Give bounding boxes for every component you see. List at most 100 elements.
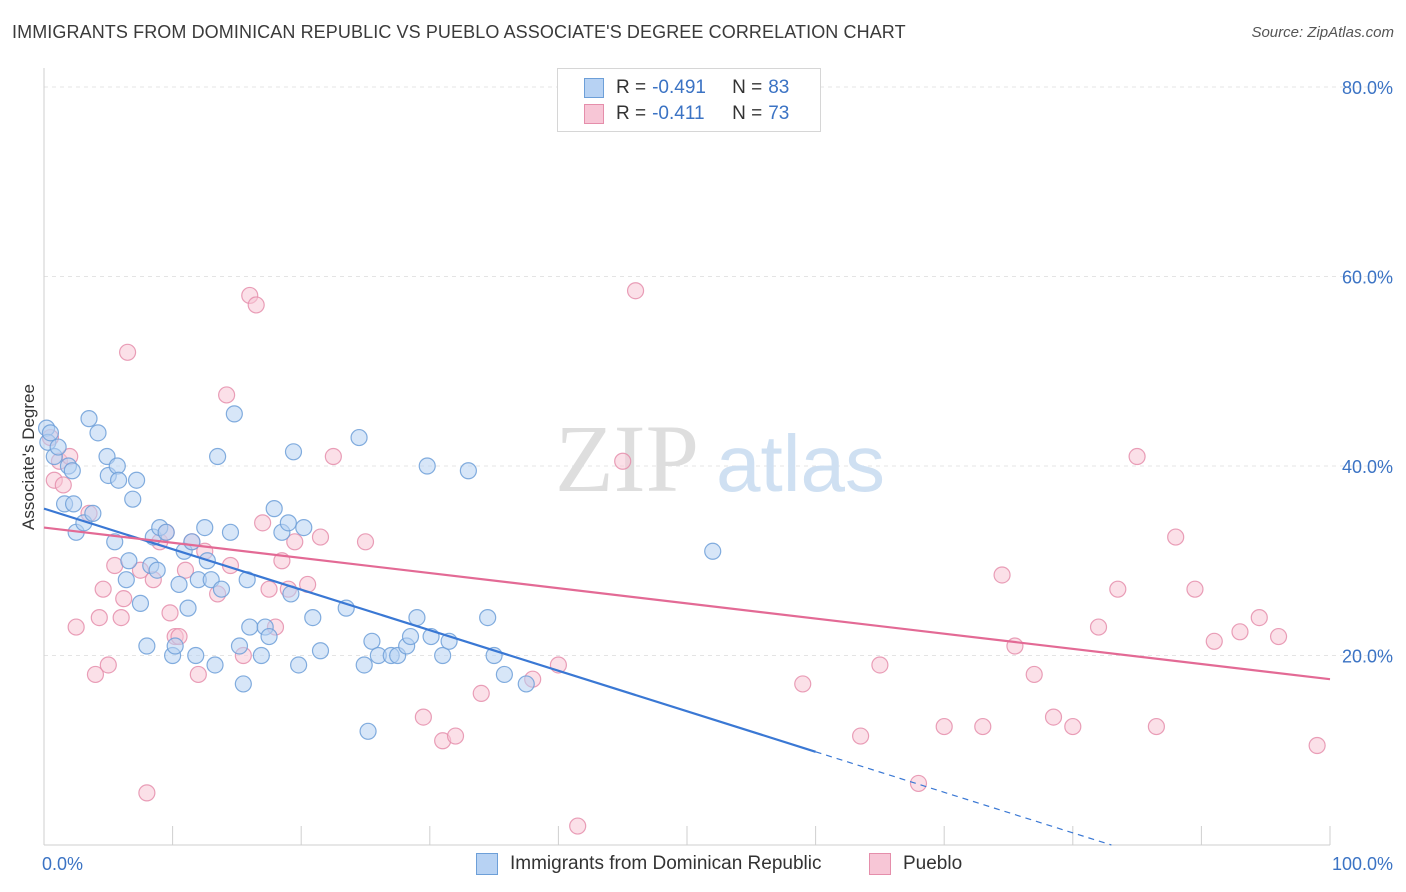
legend-r-value: -0.491 <box>652 77 706 98</box>
point-dominican <box>459 462 477 480</box>
point-pueblo <box>54 476 72 494</box>
legend-r-label: R = <box>616 77 647 98</box>
point-pueblo <box>118 343 137 361</box>
point-pueblo <box>794 675 812 693</box>
point-dominican <box>234 675 252 693</box>
tick-labels: 20.0% 40.0% 60.0% 80.0% 0.0% 100.0% <box>42 78 1393 874</box>
source-label: Source: ZipAtlas.com <box>1251 24 1394 41</box>
point-pueblo <box>935 717 953 736</box>
point-pueblo <box>254 514 272 532</box>
point-dominican <box>120 552 138 570</box>
point-pueblo <box>94 580 112 598</box>
point-pueblo <box>871 656 889 674</box>
trend-line-dominican <box>43 507 816 753</box>
y-tick-label: 80.0% <box>1342 78 1393 98</box>
point-pueblo <box>324 447 342 466</box>
point-pueblo <box>115 590 133 608</box>
point-dominican <box>187 646 205 665</box>
y-tick-label: 60.0% <box>1342 268 1393 288</box>
trend-line-dominican-extension <box>815 751 1112 846</box>
point-pueblo <box>414 708 432 726</box>
point-pueblo <box>176 561 195 579</box>
point-pueblo <box>569 817 587 835</box>
x-tick-label: 100.0% <box>1332 854 1393 874</box>
point-pueblo <box>974 717 992 736</box>
point-pueblo <box>626 282 645 300</box>
point-pueblo <box>1044 708 1063 726</box>
point-dominican <box>221 523 240 541</box>
point-pueblo <box>189 665 207 684</box>
point-dominican <box>41 424 60 442</box>
point-pueblo <box>614 452 632 470</box>
point-dominican <box>434 646 452 665</box>
bottom-legend-label: Pueblo <box>903 853 963 874</box>
point-dominican <box>359 722 377 740</box>
legend-n-value: 73 <box>768 103 790 124</box>
point-dominican <box>196 518 214 537</box>
watermark: ZIP atlas <box>555 405 885 512</box>
point-dominican <box>252 646 270 665</box>
point-pueblo <box>1025 665 1043 684</box>
point-dominican <box>265 500 283 518</box>
point-pueblo <box>1167 528 1185 546</box>
grid-lines <box>44 86 1392 656</box>
point-dominican <box>295 518 313 537</box>
point-pueblo <box>1186 580 1204 598</box>
point-pueblo <box>90 608 108 627</box>
point-dominican <box>304 608 322 627</box>
point-pueblo <box>99 656 117 674</box>
point-pueblo <box>909 774 928 793</box>
point-dominican <box>279 514 297 532</box>
point-pueblo <box>356 533 375 551</box>
point-dominican <box>170 575 188 594</box>
point-dominican <box>108 457 126 475</box>
bottom-legend-dominican: Immigrants from Dominican Republic <box>476 851 822 877</box>
legend-row-pueblo: R = -0.411 N = 73 <box>584 102 789 126</box>
point-pueblo <box>161 604 179 622</box>
point-pueblo <box>138 784 156 802</box>
point-pueblo <box>260 580 278 598</box>
point-dominican <box>157 523 175 541</box>
legend-r-value: -0.411 <box>652 103 705 124</box>
x-tick-label: 0.0% <box>42 854 83 874</box>
point-dominican <box>260 627 278 646</box>
point-pueblo <box>446 727 465 745</box>
point-pueblo <box>1128 447 1146 466</box>
point-pueblo <box>311 528 330 546</box>
point-pueblo <box>1250 608 1268 627</box>
point-dominican <box>517 675 535 693</box>
point-dominican <box>84 504 102 522</box>
point-dominican <box>63 462 81 480</box>
point-pueblo <box>1109 580 1127 598</box>
trend-line-pueblo <box>43 526 1331 681</box>
point-dominican <box>355 656 373 674</box>
point-dominican <box>290 656 308 674</box>
point-dominican <box>408 608 426 627</box>
point-dominican <box>284 443 303 461</box>
point-dominican <box>166 637 184 655</box>
trend-lines <box>43 507 1331 846</box>
legend-n-value: 83 <box>768 77 790 98</box>
point-dominican <box>127 471 146 489</box>
point-dominican <box>212 580 231 598</box>
legend-row-dominican: R = -0.491 N = 83 <box>584 76 789 100</box>
legend-swatch-blue <box>584 78 604 98</box>
bottom-legend-swatch-pink <box>869 853 891 875</box>
point-dominican <box>401 627 420 646</box>
y-tick-label: 40.0% <box>1342 457 1393 477</box>
point-pueblo <box>218 386 236 404</box>
chart-title: IMMIGRANTS FROM DOMINICAN REPUBLIC VS PU… <box>12 22 906 42</box>
bottom-legend-pueblo: Pueblo <box>869 851 962 877</box>
point-dominican <box>117 571 135 589</box>
point-dominican <box>131 594 150 612</box>
point-dominican <box>179 599 197 617</box>
legend-n-label: N = <box>732 77 763 98</box>
bottom-legend-label: Immigrants from Dominican Republic <box>510 853 822 874</box>
data-points <box>37 282 1326 835</box>
point-dominican <box>363 632 381 650</box>
point-dominican <box>209 447 227 466</box>
legend: R = -0.491 N = 83 R = -0.411 N = 73 <box>557 68 821 132</box>
point-dominican <box>704 542 722 560</box>
legend-n-label: N = <box>732 103 763 124</box>
